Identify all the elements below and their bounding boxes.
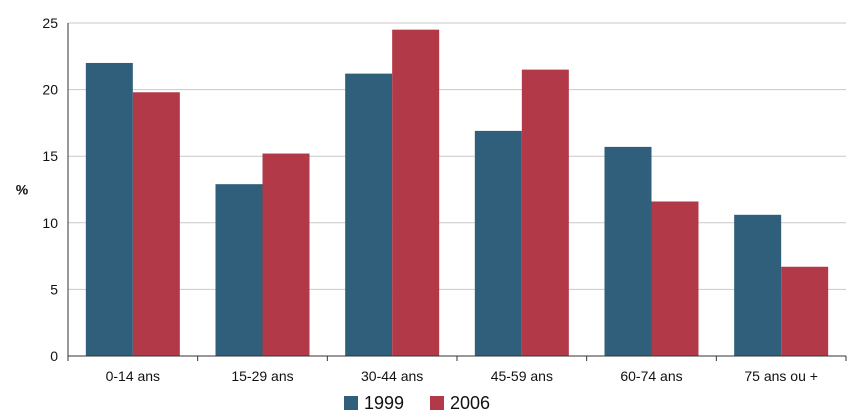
legend-swatch-1999 <box>344 396 358 410</box>
y-axis-label: % <box>16 182 29 198</box>
y-tick-label: 5 <box>50 281 58 297</box>
x-tick-label: 15-29 ans <box>231 368 293 384</box>
x-tick-label: 0-14 ans <box>106 368 160 384</box>
bar-2006-15-29-ans <box>262 153 310 356</box>
bar-2006-0-14-ans <box>132 92 180 356</box>
bars <box>85 29 829 357</box>
bar-1999-30-44-ans <box>345 73 393 356</box>
bar-1999-15-29-ans <box>215 184 263 356</box>
bar-1999-45-59-ans <box>474 130 522 356</box>
y-tick-label: 15 <box>42 148 58 164</box>
grid-lines <box>68 22 846 290</box>
legend-label-1999: 1999 <box>364 393 404 413</box>
x-tick-label: 60-74 ans <box>620 368 682 384</box>
bar-1999-60-74-ans <box>604 146 652 356</box>
y-tick-label: 25 <box>42 15 58 31</box>
bar-2006-60-74-ans <box>651 201 699 356</box>
x-tick-label: 75 ans ou + <box>744 368 818 384</box>
y-tick-label: 0 <box>50 348 58 364</box>
legend-swatch-2006 <box>430 396 444 410</box>
bar-1999-75-ans-ou- <box>734 214 782 356</box>
y-tick-label: 20 <box>42 82 58 98</box>
legend-label-2006: 2006 <box>450 393 490 413</box>
axis-labels: 0 5 10 15 20 25% 0-14 ans 15-29 ans 30-44 ans 45-… <box>16 15 818 384</box>
bar-2006-75-ans-ou- <box>781 266 829 356</box>
legend: 1999 2006 <box>344 393 490 413</box>
bar-2006-30-44-ans <box>392 29 440 356</box>
bar-2006-45-59-ans <box>521 69 569 357</box>
x-tick-label: 30-44 ans <box>361 368 423 384</box>
x-tick-label: 45-59 ans <box>491 368 553 384</box>
axes <box>67 23 847 361</box>
bar-1999-0-14-ans <box>85 62 133 357</box>
y-tick-label: 10 <box>42 215 58 231</box>
